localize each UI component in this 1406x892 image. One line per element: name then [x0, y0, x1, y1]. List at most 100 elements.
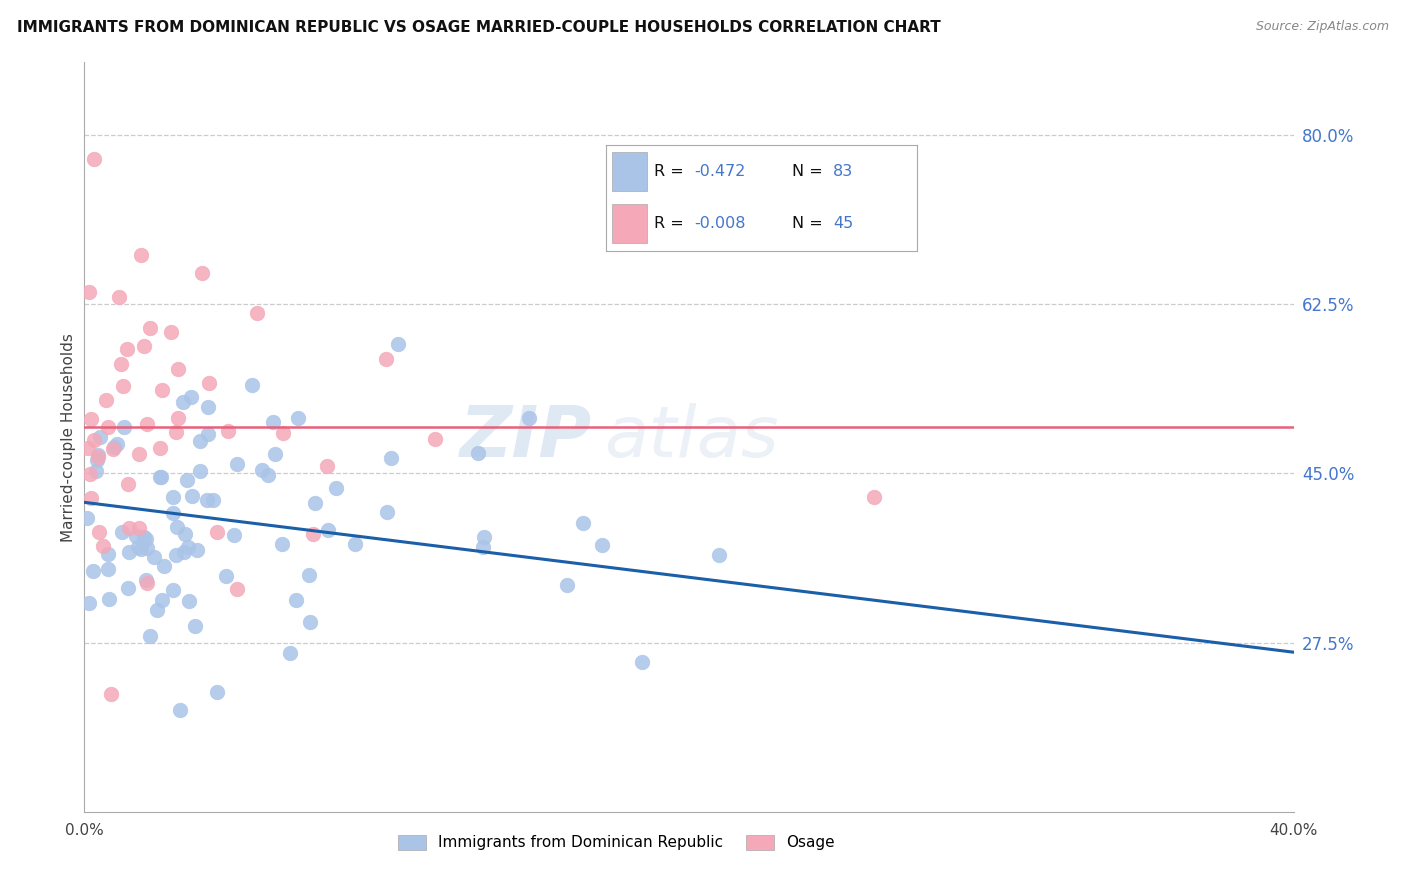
Text: -0.472: -0.472: [695, 164, 747, 179]
Point: [184, 618, 207, 632]
Point: [166, 411, 188, 425]
Point: [707, 549, 730, 563]
Point: [136, 417, 159, 431]
Point: [79, 467, 101, 482]
Point: [117, 581, 139, 595]
Point: [110, 357, 132, 371]
Point: [387, 337, 409, 351]
Point: [162, 506, 184, 520]
Point: [134, 339, 156, 353]
Point: [83, 153, 105, 167]
Point: [97, 592, 120, 607]
Point: [375, 505, 398, 519]
Point: [198, 376, 221, 391]
Point: [125, 529, 148, 543]
Point: [572, 516, 595, 530]
Point: [264, 447, 287, 461]
Point: [197, 493, 219, 508]
Point: [149, 470, 172, 484]
Text: ZIP: ZIP: [460, 402, 592, 472]
Point: [165, 548, 187, 562]
Point: [83, 433, 105, 447]
Point: [179, 594, 201, 608]
Point: [118, 545, 141, 559]
Point: [166, 520, 188, 534]
Point: [77, 442, 100, 456]
Point: [197, 400, 219, 414]
Point: [80, 491, 103, 505]
Point: [101, 442, 124, 456]
Point: [188, 464, 211, 478]
Point: [165, 425, 187, 439]
Point: [149, 441, 172, 455]
Point: [172, 395, 194, 409]
Point: [273, 425, 295, 440]
Point: [159, 325, 181, 339]
Point: [467, 446, 489, 460]
Point: [153, 558, 176, 573]
Point: [132, 530, 155, 544]
Text: Source: ZipAtlas.com: Source: ZipAtlas.com: [1256, 20, 1389, 33]
Point: [162, 491, 184, 505]
Point: [103, 440, 125, 454]
Point: [117, 342, 139, 356]
Point: [135, 532, 157, 546]
Point: [316, 459, 339, 474]
Point: [380, 451, 402, 466]
Point: [117, 521, 139, 535]
Point: [145, 603, 167, 617]
Point: [863, 490, 886, 504]
Point: [97, 420, 120, 434]
Point: [284, 592, 307, 607]
Point: [86, 453, 108, 467]
Point: [82, 565, 104, 579]
Point: [84, 464, 107, 478]
Point: [100, 687, 122, 701]
Point: [96, 393, 118, 408]
Point: [173, 527, 195, 541]
Point: [472, 540, 495, 554]
Point: [77, 597, 100, 611]
Point: [166, 361, 188, 376]
Point: [117, 476, 139, 491]
Point: [472, 530, 495, 544]
Text: -0.008: -0.008: [695, 216, 747, 231]
Point: [176, 473, 198, 487]
Point: [375, 352, 398, 367]
Point: [87, 525, 110, 540]
Point: [77, 285, 100, 299]
Point: [205, 524, 228, 539]
Point: [271, 537, 294, 551]
Point: [519, 411, 541, 425]
Point: [246, 305, 269, 319]
Point: [423, 432, 446, 446]
Point: [222, 528, 245, 542]
FancyBboxPatch shape: [613, 153, 647, 191]
Point: [301, 527, 323, 541]
Point: [298, 567, 321, 582]
Point: [344, 537, 367, 551]
Point: [127, 541, 149, 555]
Point: [304, 496, 326, 510]
Point: [169, 702, 191, 716]
Point: [129, 248, 152, 262]
Point: [191, 267, 214, 281]
Point: [325, 481, 347, 495]
Point: [89, 430, 111, 444]
Point: [188, 434, 211, 449]
Point: [162, 583, 184, 598]
Point: [201, 492, 224, 507]
Point: [630, 655, 652, 669]
Y-axis label: Married-couple Households: Married-couple Households: [60, 333, 76, 541]
Text: N =: N =: [793, 216, 828, 231]
Text: atlas: atlas: [605, 402, 779, 472]
Point: [278, 646, 301, 660]
Point: [177, 540, 200, 554]
Point: [173, 544, 195, 558]
Point: [91, 540, 114, 554]
Text: 83: 83: [832, 164, 853, 179]
Point: [205, 685, 228, 699]
Point: [217, 424, 239, 438]
Point: [107, 436, 129, 450]
Point: [111, 525, 134, 540]
